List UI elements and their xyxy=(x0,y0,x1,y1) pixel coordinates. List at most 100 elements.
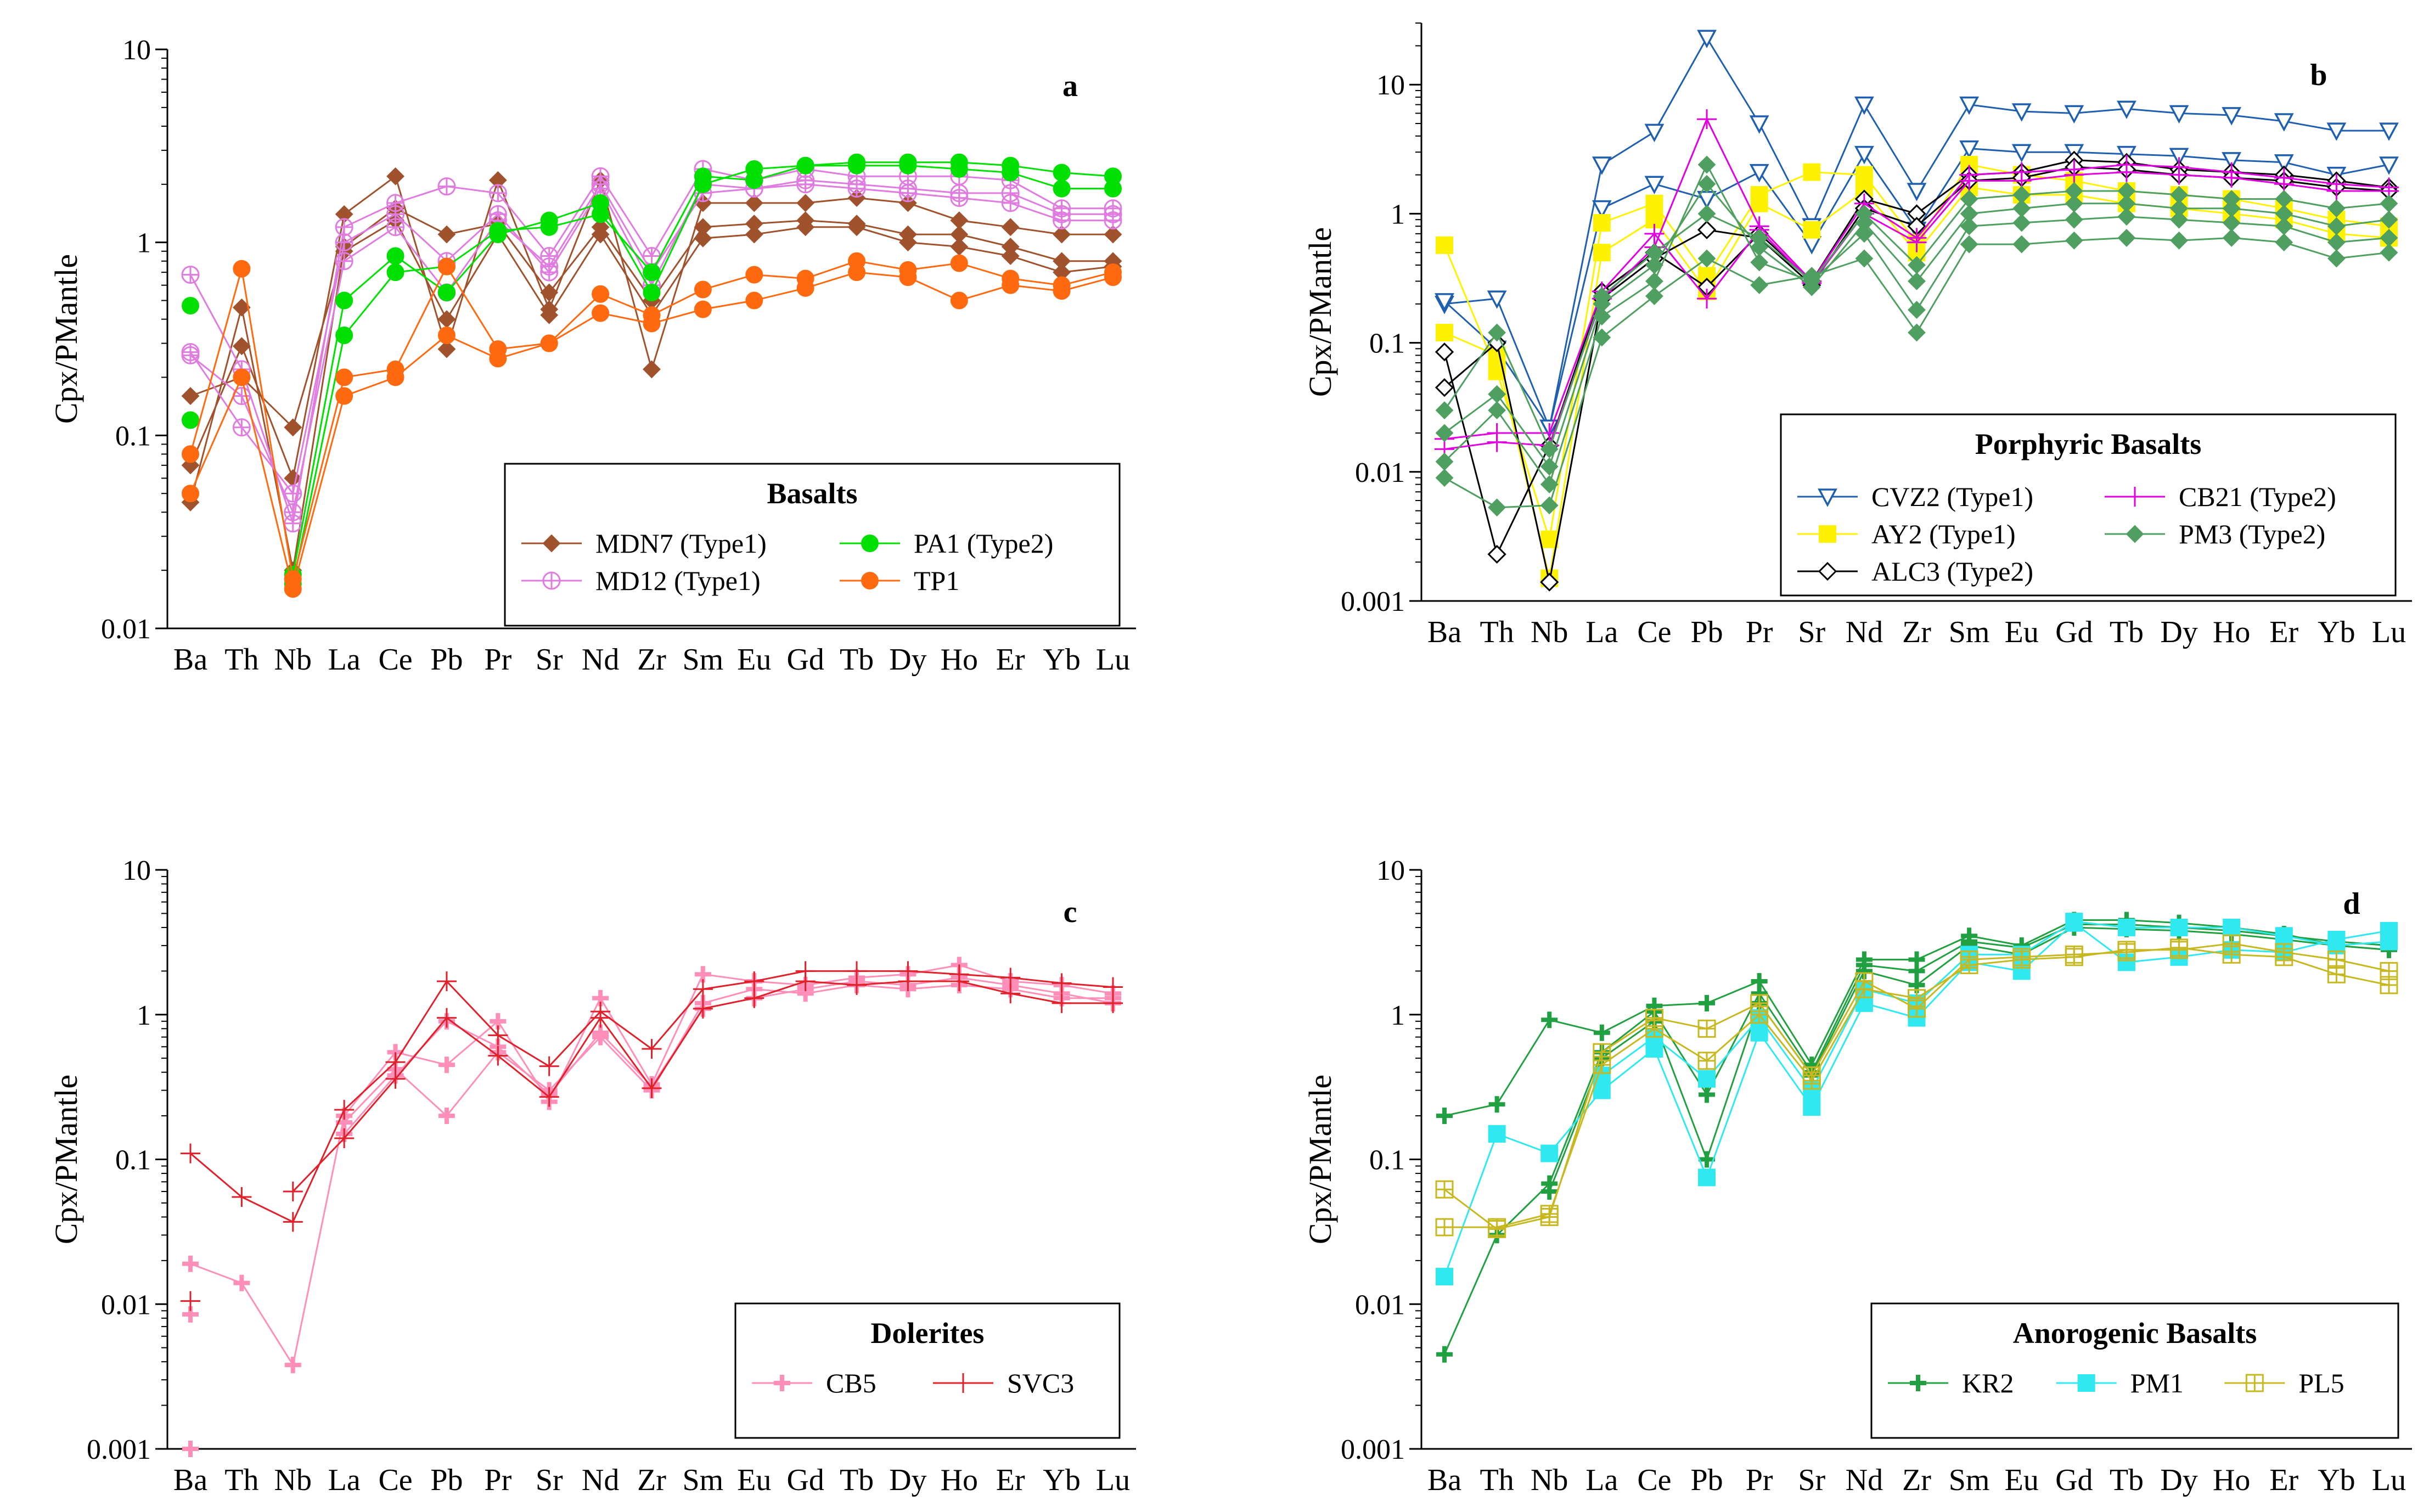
data-point-Ba xyxy=(181,346,200,364)
x-tick-label-Ho: Ho xyxy=(2213,1463,2250,1497)
data-point-La-cross xyxy=(336,234,353,251)
data-point-Lu xyxy=(2380,932,2398,951)
data-point-Ba xyxy=(1436,1346,1453,1363)
y-tick-label: 1 xyxy=(137,228,151,259)
x-tick-label-Eu: Eu xyxy=(737,1463,771,1497)
data-point-Pb-shape xyxy=(1697,249,1716,268)
legend: Anorogenic Basalts KR2 PM1 PL5 xyxy=(1870,1302,2399,1439)
data-point-Ce xyxy=(1645,1019,1663,1038)
data-point-Tb-cross xyxy=(2118,941,2135,958)
data-point-Th-shape xyxy=(233,260,251,278)
data-point-Gd-cross xyxy=(2066,948,2083,965)
data-point-Ho xyxy=(2222,190,2241,209)
data-point-Pr xyxy=(489,222,507,240)
data-point-Gd-shape xyxy=(796,218,815,237)
panel-d: 0.001 0.01 0.1 1 10 Cpx/PMantle Ba Th Nb La Ce Pb Pr… xyxy=(1302,855,2412,1497)
data-point-La-cross xyxy=(336,252,353,269)
data-point-Nd-shape xyxy=(592,285,610,303)
x-tick-label-Sm: Sm xyxy=(683,1463,724,1497)
data-point-Zr xyxy=(643,314,661,333)
data-point-Gd xyxy=(796,194,815,212)
data-point-Tb-shape xyxy=(848,263,866,282)
data-point-Gd xyxy=(795,971,816,991)
legend-marker xyxy=(861,572,879,589)
legend-marker xyxy=(542,534,561,553)
x-tick-label-Sm: Sm xyxy=(683,643,724,677)
data-point-Sr-shape xyxy=(1802,272,1821,290)
data-point-Er xyxy=(1001,247,1020,265)
data-point-Sm xyxy=(1960,204,1978,223)
y-tick-label: 1 xyxy=(137,1000,151,1031)
data-point-Pb xyxy=(438,1056,455,1073)
data-point-Ba-shape xyxy=(1436,1268,1453,1286)
data-point-Nd xyxy=(591,225,610,244)
data-point-Ho-shape xyxy=(949,971,969,991)
data-point-Lu xyxy=(1104,268,1122,286)
legend-entry: PL5 xyxy=(2224,1368,2344,1398)
x-tick-label-Zr: Zr xyxy=(1902,1463,1931,1497)
data-point-Nd xyxy=(1855,166,1873,184)
data-point-Tb xyxy=(847,179,866,198)
legend-marker-shape xyxy=(953,1373,973,1393)
data-point-Ba xyxy=(181,1291,200,1311)
legend-label: TP1 xyxy=(914,565,959,596)
legend: Dolerites CB5 SVC3 xyxy=(734,1302,1121,1439)
data-point-Pb-shape xyxy=(1699,1151,1716,1168)
data-point-Ce-shape xyxy=(1645,194,1663,212)
x-tick-label-Nb: Nb xyxy=(1531,615,1568,649)
data-point-Er-shape xyxy=(2275,204,2293,223)
y-tick-label: 0.1 xyxy=(115,420,151,452)
data-point-Ce-shape xyxy=(386,247,404,265)
data-point-Sr xyxy=(1803,1098,1821,1116)
data-point-Nd-cross xyxy=(1856,981,1873,998)
data-point-Eu xyxy=(745,171,763,189)
data-point-Eu xyxy=(744,971,764,991)
data-point-Er-shape xyxy=(2274,154,2294,173)
data-point-La-shape xyxy=(1593,214,1611,232)
data-point-Ho-shape xyxy=(950,254,968,272)
x-tick-label-Eu: Eu xyxy=(737,643,771,677)
data-point-Eu xyxy=(745,291,763,310)
panel-label: d xyxy=(2343,887,2360,921)
data-point-Yb-shape xyxy=(2326,181,2347,201)
data-point-Th-shape xyxy=(1488,1125,1506,1143)
data-point-Dy xyxy=(898,971,918,991)
data-point-Tb xyxy=(848,156,866,175)
data-point-Tb-shape xyxy=(848,156,866,175)
data-point-Pb xyxy=(437,283,456,301)
data-point-Lu xyxy=(2379,156,2399,175)
data-point-Gd-shape xyxy=(2065,231,2083,250)
data-point-Ho-shape xyxy=(2222,199,2241,218)
data-point-Gd-shape xyxy=(2064,105,2084,124)
data-point-Nd xyxy=(1855,249,1874,268)
data-point-Nd-shape xyxy=(591,225,610,244)
data-point-Ho-shape xyxy=(950,291,968,310)
data-point-Sr-shape xyxy=(539,1087,559,1107)
data-point-Th xyxy=(233,1274,250,1291)
legend-entry: CB21 (Type2) xyxy=(2105,481,2336,512)
data-point-Er-cross xyxy=(2275,943,2292,960)
data-point-Ho-shape xyxy=(950,160,968,178)
data-point-Sr xyxy=(1802,1071,1821,1090)
data-point-Tb xyxy=(2117,918,2135,936)
data-point-Er xyxy=(2275,943,2293,962)
x-tick-label-Lu: Lu xyxy=(1096,1463,1130,1497)
data-point-Ba-shape xyxy=(181,1143,200,1163)
x-tick-label-Ce: Ce xyxy=(378,643,412,677)
legend-marker-shape xyxy=(774,1375,790,1391)
data-point-Gd-shape xyxy=(2065,182,2083,200)
data-point-Sr xyxy=(1802,236,1822,255)
data-point-Eu xyxy=(2012,186,2031,204)
data-point-Dy-cross xyxy=(2171,941,2188,958)
x-tick-label-Gd: Gd xyxy=(2055,615,2093,649)
legend-entry: PM3 (Type2) xyxy=(2105,519,2325,549)
data-point-Yb xyxy=(2327,233,2346,252)
data-point-Eu-shape xyxy=(745,291,763,310)
data-point-Nb xyxy=(1540,475,1559,494)
data-point-Ce-shape xyxy=(1644,176,1665,194)
data-point-Pb-shape xyxy=(438,1056,455,1073)
data-point-Pb-shape xyxy=(1697,289,1717,309)
data-point-Yb xyxy=(1053,211,1071,230)
data-point-Pb-shape xyxy=(1698,1168,1716,1187)
data-point-Th-shape xyxy=(1487,544,1506,564)
